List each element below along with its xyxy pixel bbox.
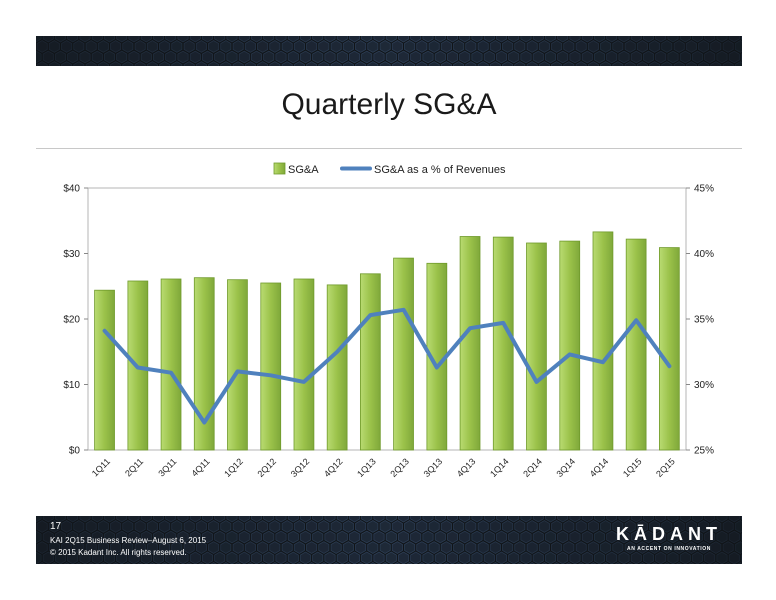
category-label: 2Q14: [521, 456, 544, 479]
right-tick-label: 30%: [694, 380, 714, 391]
hex-pattern-bottom: [36, 516, 742, 564]
category-label: 1Q15: [621, 456, 644, 479]
line-point-4Q12: [336, 351, 338, 353]
bar-4Q11: [193, 277, 215, 451]
category-label: 1Q13: [355, 456, 378, 479]
header-band: [36, 36, 742, 66]
line-point-1Q12: [237, 370, 238, 372]
line-point-1Q11: [104, 330, 106, 332]
category-label: 4Q14: [588, 456, 611, 479]
line-point-2Q11: [137, 367, 139, 368]
category-label: 3Q14: [554, 456, 577, 479]
bar-2Q13: [393, 257, 414, 451]
line-point-1Q14: [502, 322, 504, 324]
legend-swatch-bar: [273, 162, 286, 175]
bar-4Q12: [326, 284, 348, 451]
bar-1Q15: [625, 238, 647, 451]
page-number: 17: [50, 521, 62, 532]
left-tick-label: $10: [63, 380, 80, 391]
bar-2Q12: [260, 282, 282, 451]
bar-1Q11: [94, 289, 115, 451]
category-label: 1Q11: [90, 456, 112, 478]
legend: SG&A SG&A as a % of Revenues: [273, 162, 506, 176]
line-point-2Q14: [536, 381, 537, 383]
footer-band: [36, 516, 742, 564]
category-label: 2Q12: [255, 456, 278, 479]
line-point-2Q13: [403, 309, 405, 311]
line-point-2Q12: [270, 374, 272, 376]
line-point-1Q15: [635, 319, 637, 321]
left-tick-label: $0: [69, 446, 81, 457]
footer-copyright: © 2015 Kadant Inc. All rights reserved.: [50, 548, 187, 557]
bar-3Q14: [559, 240, 581, 451]
category-label: 1Q12: [222, 456, 245, 479]
right-tick-label: 25%: [694, 446, 714, 457]
left-tick-label: $20: [63, 315, 80, 326]
category-label: 3Q11: [156, 456, 178, 478]
line-point-2Q15: [668, 365, 670, 367]
category-label: 3Q13: [422, 456, 445, 479]
logo-tagline: AN ACCENT ON INNOVATION: [627, 546, 711, 552]
line-sga-pct: [102, 307, 672, 425]
title-divider: [36, 148, 742, 149]
category-label: 2Q13: [388, 456, 411, 479]
bar-4Q14: [592, 231, 614, 451]
line-point-4Q11: [203, 422, 205, 423]
legend-label-bar: SG&A: [288, 164, 319, 176]
line-point-3Q12: [303, 381, 305, 383]
bar-1Q13: [359, 273, 381, 451]
category-label: 3Q12: [289, 456, 312, 479]
line-point-4Q13: [469, 327, 471, 329]
bar-4Q13: [459, 236, 481, 451]
line-point-4Q14: [602, 361, 604, 363]
left-tick-label: $30: [63, 249, 80, 260]
bar-3Q12: [293, 278, 315, 451]
category-label: 4Q13: [455, 456, 478, 479]
right-tick-label: 45%: [694, 184, 714, 195]
left-tick-label: $40: [63, 184, 80, 195]
slide: Quarterly SG&A $0 $10 $20 $30 $40 25% 30% 35% 40…: [36, 36, 742, 564]
slide-title: Quarterly SG&A: [281, 88, 497, 121]
line-point-3Q14: [569, 353, 571, 355]
category-label: 2Q15: [654, 456, 677, 479]
line-point-1Q13: [369, 314, 371, 316]
bar-1Q12: [227, 279, 248, 451]
legend-label-line: SG&A as a % of Revenues: [374, 164, 506, 176]
right-tick-label: 40%: [694, 249, 714, 260]
bar-3Q11: [160, 278, 182, 451]
line-point-3Q13: [436, 367, 438, 368]
sga-chart: $0 $10 $20 $30 $40 25% 30% 35% 40% 45% 1Q11 2Q11 3Q1…: [63, 162, 714, 479]
bar-2Q14: [526, 242, 547, 451]
category-label: 4Q11: [190, 456, 212, 478]
kadant-logo: KĀDANT AN ACCENT ON INNOVATION: [616, 524, 722, 552]
bar-1Q14: [492, 236, 514, 451]
logo-name: KĀDANT: [616, 524, 722, 544]
line-point-3Q11: [170, 372, 172, 374]
right-tick-label: 35%: [694, 315, 714, 326]
bar-2Q15: [659, 247, 680, 451]
category-label: 4Q12: [322, 456, 345, 479]
category-label: 2Q11: [123, 456, 145, 478]
hex-pattern-top: [36, 36, 742, 66]
footer-review: KAI 2Q15 Business Review–August 6, 2015: [50, 536, 207, 545]
category-label: 1Q14: [488, 456, 511, 479]
